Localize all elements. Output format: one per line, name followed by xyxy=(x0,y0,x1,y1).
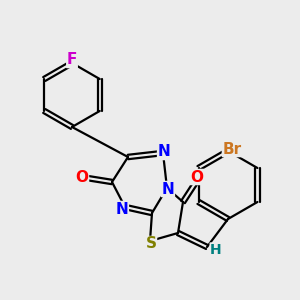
Text: O: O xyxy=(190,169,203,184)
Text: N: N xyxy=(116,202,128,217)
Text: N: N xyxy=(158,145,170,160)
Text: N: N xyxy=(162,182,174,196)
Text: F: F xyxy=(67,52,77,68)
Text: S: S xyxy=(146,236,157,251)
Text: Br: Br xyxy=(222,142,242,157)
Text: H: H xyxy=(210,243,222,257)
Text: O: O xyxy=(76,170,88,185)
